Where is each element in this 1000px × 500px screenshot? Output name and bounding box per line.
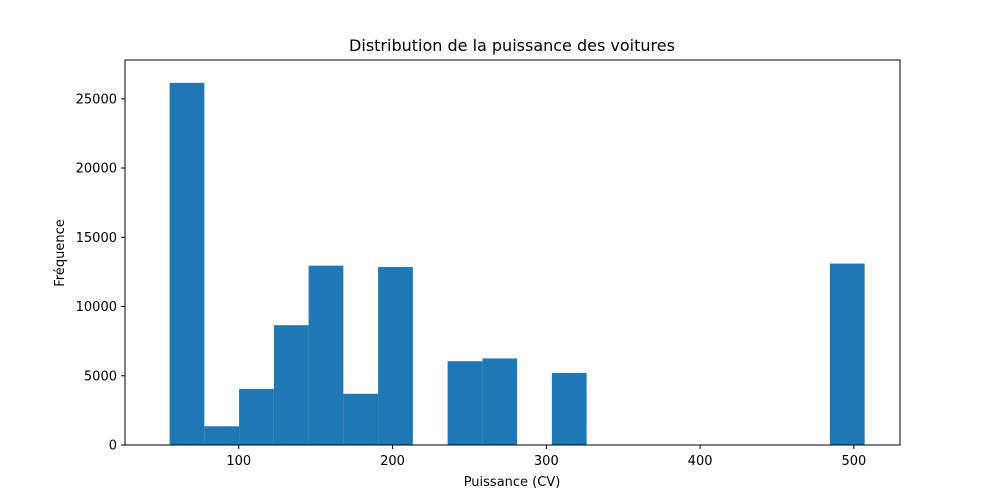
chart-title: Distribution de la puissance des voiture…	[349, 36, 675, 55]
y-tick-label: 5000	[84, 369, 117, 384]
histogram-bar	[308, 265, 344, 445]
plot-frame	[124, 59, 901, 446]
histogram-bar	[551, 372, 587, 445]
histogram-bar	[829, 263, 865, 445]
histogram-bar	[169, 82, 205, 446]
y-tick-label: 25000	[76, 92, 117, 107]
y-tick-label: 20000	[76, 162, 117, 177]
x-tick-label: 500	[841, 454, 866, 469]
histogram-bar	[239, 388, 274, 445]
bars-group	[169, 82, 865, 446]
histogram-bar	[273, 325, 309, 445]
histogram-bar	[343, 393, 379, 445]
y-tick-label: 15000	[76, 231, 117, 246]
histogram-bar	[204, 426, 240, 445]
y-axis-ticks: 0 5000 10000 15000 20000 25000	[76, 92, 125, 454]
y-tick-label: 10000	[76, 300, 117, 315]
y-tick-label: 0	[109, 439, 117, 454]
y-axis-label: Fréquence	[53, 219, 68, 286]
x-tick-label: 200	[380, 454, 405, 469]
histogram-bar	[447, 361, 483, 445]
x-axis-label: Puissance (CV)	[464, 475, 561, 490]
histogram-bar	[378, 267, 413, 445]
x-tick-label: 400	[688, 454, 713, 469]
x-axis-ticks: 100 200 300 400 500	[226, 445, 866, 469]
x-tick-label: 300	[534, 454, 559, 469]
x-tick-label: 100	[226, 454, 251, 469]
histogram-bar	[482, 358, 518, 445]
